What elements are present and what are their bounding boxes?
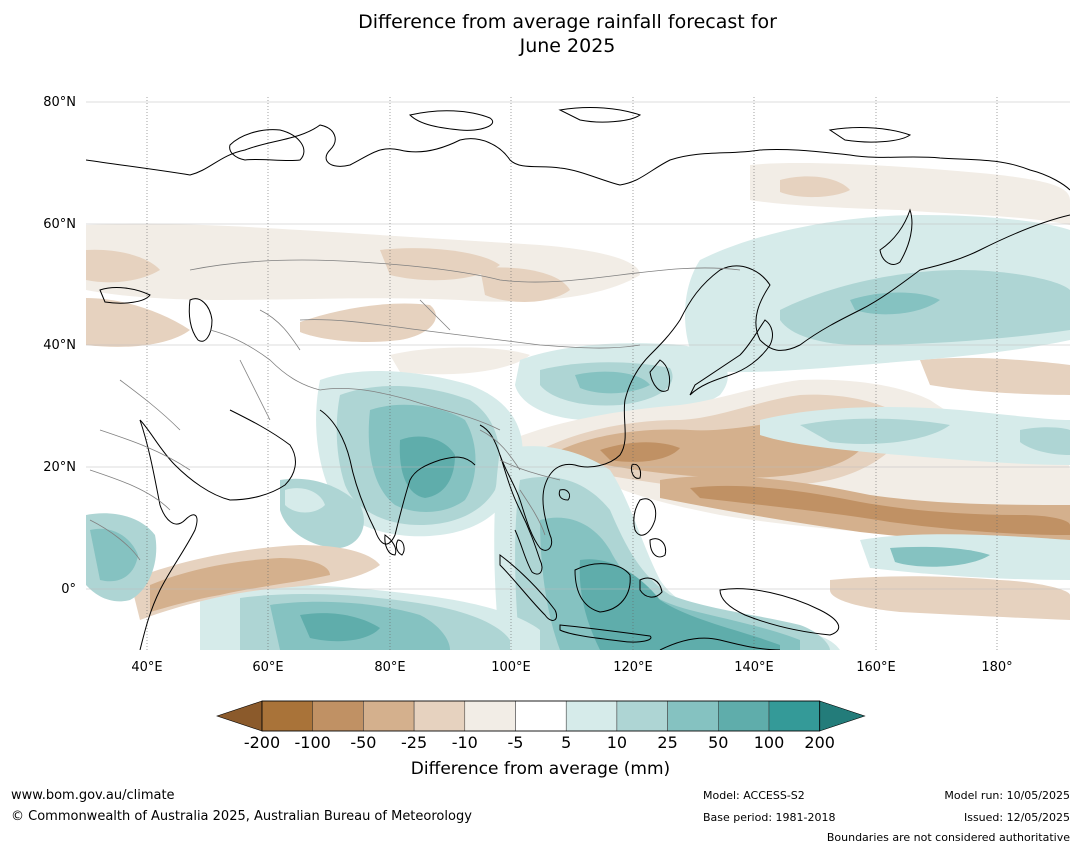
lon-label-40e: 40°E	[131, 660, 163, 675]
map-title-line2: June 2025	[519, 35, 616, 57]
lon-label-80e: 80°E	[374, 660, 406, 675]
colorbar-tick-label: 5	[561, 733, 572, 752]
base-period-text: Base period: 1981-2018	[703, 811, 836, 824]
colorbar-tick-label: -10	[451, 733, 478, 752]
colorbar-extend-high	[819, 700, 866, 732]
colorbar-tick-label: 10	[606, 733, 628, 752]
issued-text: Issued: 12/05/2025	[963, 811, 1070, 824]
colorbar-segment	[363, 700, 415, 732]
copyright-text: © Commonwealth of Australia 2025, Austra…	[11, 809, 472, 824]
colorbar-segment	[768, 700, 820, 732]
colorbar-tick-label: -25	[401, 733, 428, 752]
lon-label-140e: 140°E	[734, 660, 774, 675]
colorbar-tick-label: 25	[657, 733, 678, 752]
country-borders	[89, 259, 741, 561]
lat-label-60n: 60°N	[43, 217, 76, 232]
colorbar-segment	[261, 700, 313, 732]
colorbar-segment	[667, 700, 719, 732]
lat-label-40n: 40°N	[43, 338, 76, 353]
colorbar-tick-label: -200	[243, 733, 281, 752]
map-title: Difference from average rainfall forecas…	[0, 10, 1081, 58]
colorbar-extend-low	[216, 700, 263, 732]
website-link[interactable]: www.bom.gov.au/climate	[11, 788, 175, 803]
coastlines	[86, 107, 1070, 650]
lon-label-120e: 120°E	[613, 660, 653, 675]
colorbar-segment	[718, 700, 770, 732]
colorbar-tick-label: 100	[753, 733, 785, 752]
colorbar-tick-label: -50	[350, 733, 377, 752]
disclaimer-text: Boundaries are not considered authoritat…	[826, 831, 1070, 844]
colorbar-tick-label: 50	[708, 733, 729, 752]
model-run-text: Model run: 10/05/2025	[944, 789, 1070, 802]
lon-label-100e: 100°E	[491, 660, 531, 675]
colorbar-outline	[261, 700, 821, 732]
colorbar-segment	[413, 700, 466, 732]
colorbar-segment	[616, 700, 668, 732]
colorbar-tick-label: -100	[294, 733, 331, 752]
colorbar-segment	[312, 700, 364, 732]
lon-label-160e: 160°E	[856, 660, 896, 675]
colorbar-tick-label: -5	[507, 733, 524, 752]
gridlines	[86, 97, 1070, 650]
colorbar-segment	[515, 700, 567, 732]
lon-label-60e: 60°E	[252, 660, 284, 675]
colorbar-segment	[464, 700, 516, 732]
colorbar-segment	[565, 700, 618, 732]
lat-label-20n: 20°N	[43, 460, 76, 475]
model-text: Model: ACCESS-S2	[703, 789, 805, 802]
map-title-line1: Difference from average rainfall forecas…	[358, 11, 777, 33]
lat-label-0: 0°	[61, 582, 76, 597]
colorbar-label: Difference from average (mm)	[410, 759, 671, 779]
colorbar-tick-label: 200	[804, 733, 835, 752]
lat-label-80n: 80°N	[43, 95, 76, 110]
lon-label-180: 180°	[981, 660, 1013, 675]
